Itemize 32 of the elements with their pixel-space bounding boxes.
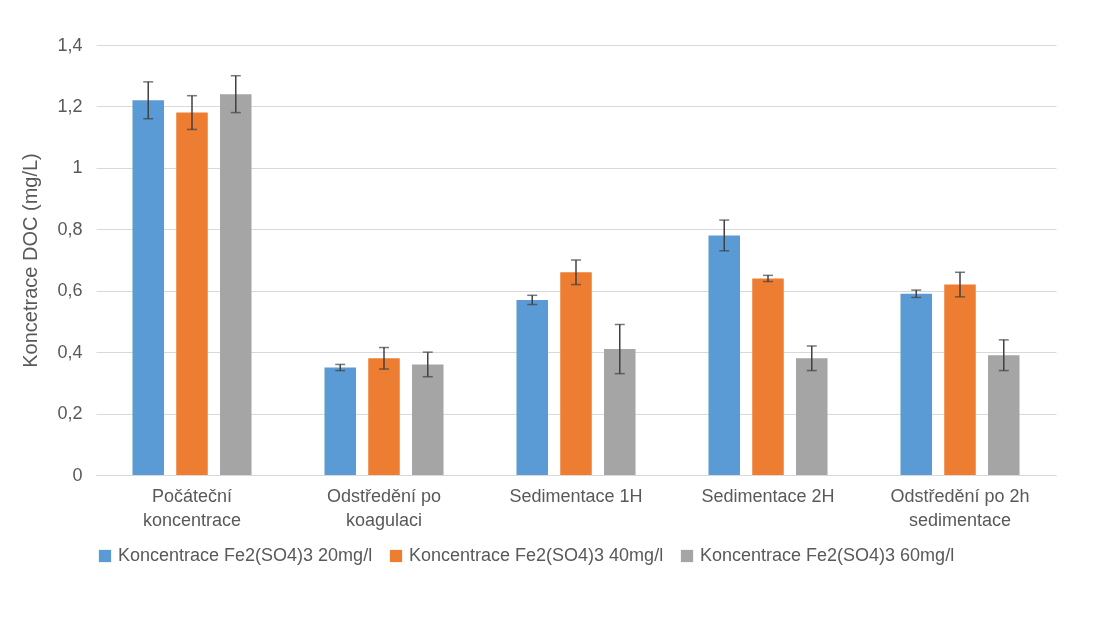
x-tick-label: Počáteční koncentrace xyxy=(142,485,242,530)
legend-label: Koncentrace Fe2(SO4)3 40mg/l xyxy=(409,545,664,565)
bar xyxy=(900,293,932,475)
y-tick-label: 1 xyxy=(72,157,83,178)
bar xyxy=(324,367,356,475)
bar xyxy=(560,272,592,475)
y-tick-label: 0,8 xyxy=(57,218,83,239)
bar xyxy=(176,112,208,475)
legend-label: Koncentrace Fe2(SO4)3 20mg/l xyxy=(118,545,373,565)
legend-label: Koncentrace Fe2(SO4)3 60mg/l xyxy=(700,545,955,565)
bar xyxy=(220,94,252,475)
bar xyxy=(752,278,784,475)
y-tick-label: 1,4 xyxy=(57,34,83,55)
x-tick-label: Odstředění po koagulaci xyxy=(326,485,442,530)
bar xyxy=(132,100,164,475)
y-tick-label: 0 xyxy=(72,464,83,485)
bar xyxy=(604,349,636,475)
bar xyxy=(412,364,444,475)
y-tick-label: 0,2 xyxy=(57,403,83,424)
x-tick-label: Odstředění po 2h sedimentace xyxy=(890,485,1030,530)
bar xyxy=(516,299,548,475)
y-tick-label: 1,2 xyxy=(57,95,83,116)
bar xyxy=(944,284,976,475)
x-tick-label: Sedimentace 1H xyxy=(509,485,643,506)
y-tick-label: 0,6 xyxy=(57,280,83,301)
bar xyxy=(988,355,1020,475)
bar xyxy=(796,358,828,475)
y-axis-title: Koncetrace DOC (mg/L) xyxy=(19,153,42,368)
bar xyxy=(708,235,740,475)
x-tick-label: Sedimentace 2H xyxy=(701,485,835,506)
bar xyxy=(368,358,400,475)
y-tick-label: 0,4 xyxy=(57,341,83,362)
